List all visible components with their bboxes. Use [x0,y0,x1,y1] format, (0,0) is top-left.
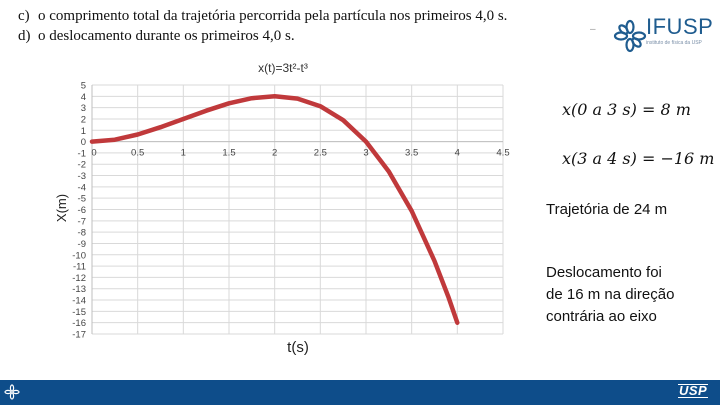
y-tick-label: -13 [72,284,86,295]
x-tick-label: 2.5 [314,148,327,159]
y-tick-label: 1 [81,126,86,137]
x-tick-label: 0.5 [131,148,144,159]
y-tick-label: -11 [73,262,86,273]
footer-bar [0,380,720,405]
x-tick-label: 2 [272,148,277,159]
deslocamento-line-3: contrária ao eixo [546,308,657,325]
equation-3-4s: x(3 a 4 s) = −16 m [562,149,715,168]
usp-logo: USP [678,383,709,398]
y-tick-label: -8 [78,228,86,239]
question-c: c) o comprimento total da trajetória perc… [18,8,507,25]
y-tick-label: -6 [78,205,86,216]
y-tick-label: 0 [81,137,86,148]
x-tick-label: 4.5 [496,148,509,159]
y-tick-label: -10 [72,250,86,261]
chart-axes [91,85,503,334]
y-tick-label: -12 [72,273,86,284]
y-tick-label: -17 [72,330,86,341]
chart-grid [91,84,504,335]
chart: 543210-1-2-3-4-5-6-7-8-9-10-11-12-13-14-… [54,61,510,356]
question-c-label: c) [18,8,30,24]
question-c-text: o comprimento total da trajetória percor… [38,8,508,24]
y-tick-label: 2 [81,114,86,125]
ifusp-logo [613,19,647,53]
question-d: d) o deslocamento durante os primeiros 4,… [18,28,295,45]
y-tick-label: -5 [78,194,86,205]
y-tick-label: -3 [78,171,86,182]
y-tick-label: -1 [78,148,86,159]
question-d-label: d) [18,28,31,44]
x-tick-label: 1 [181,148,186,159]
x-tick-label: 3 [363,148,368,159]
y-tick-label: -16 [72,318,86,329]
y-tick-label: -9 [78,239,86,250]
y-tick-labels: 543210-1-2-3-4-5-6-7-8-9-10-11-12-13-14-… [72,81,86,341]
y-tick-label: 3 [81,103,86,114]
x-tick-label: 1.5 [222,148,235,159]
chart-title: x(t)=3t²-t³ [258,61,308,75]
deslocamento-line-2: de 16 m na direção [546,286,675,303]
header-dash: – [590,24,596,35]
trajetoria-text: Trajetória de 24 m [546,201,668,218]
y-tick-label: 5 [81,81,86,92]
x-tick-labels: 0 0.5 1 1.5 2 2.5 3 3.5 4 4.5 [91,148,509,159]
x-tick-label: 4 [455,148,460,159]
deslocamento-text: Deslocamento foi de 16 m na direção cont… [546,262,674,328]
x-axis-label: t(s) [287,339,309,356]
question-d-text: o deslocamento durante os primeiros 4,0 … [38,28,295,44]
logo-text: IFUSP [646,14,714,39]
series-line [89,94,460,325]
y-tick-label: -2 [78,160,86,171]
y-tick-label: 4 [81,92,86,103]
deslocamento-line-1: Deslocamento foi [546,264,662,281]
y-tick-label: -14 [72,296,86,307]
x-tick-label: 3.5 [405,148,418,159]
logo-subtitle: instituto de física da USP [646,40,702,46]
y-tick-label: -15 [72,307,86,318]
y-tick-label: -4 [78,182,86,193]
equation-0-3s: x(0 a 3 s) = 8 m [562,100,691,119]
y-tick-label: -7 [78,216,86,227]
flower-icon [613,19,647,53]
flower-icon [4,384,20,400]
y-axis-label: X(m) [54,194,69,222]
x-tick-label: 0 [91,148,96,159]
